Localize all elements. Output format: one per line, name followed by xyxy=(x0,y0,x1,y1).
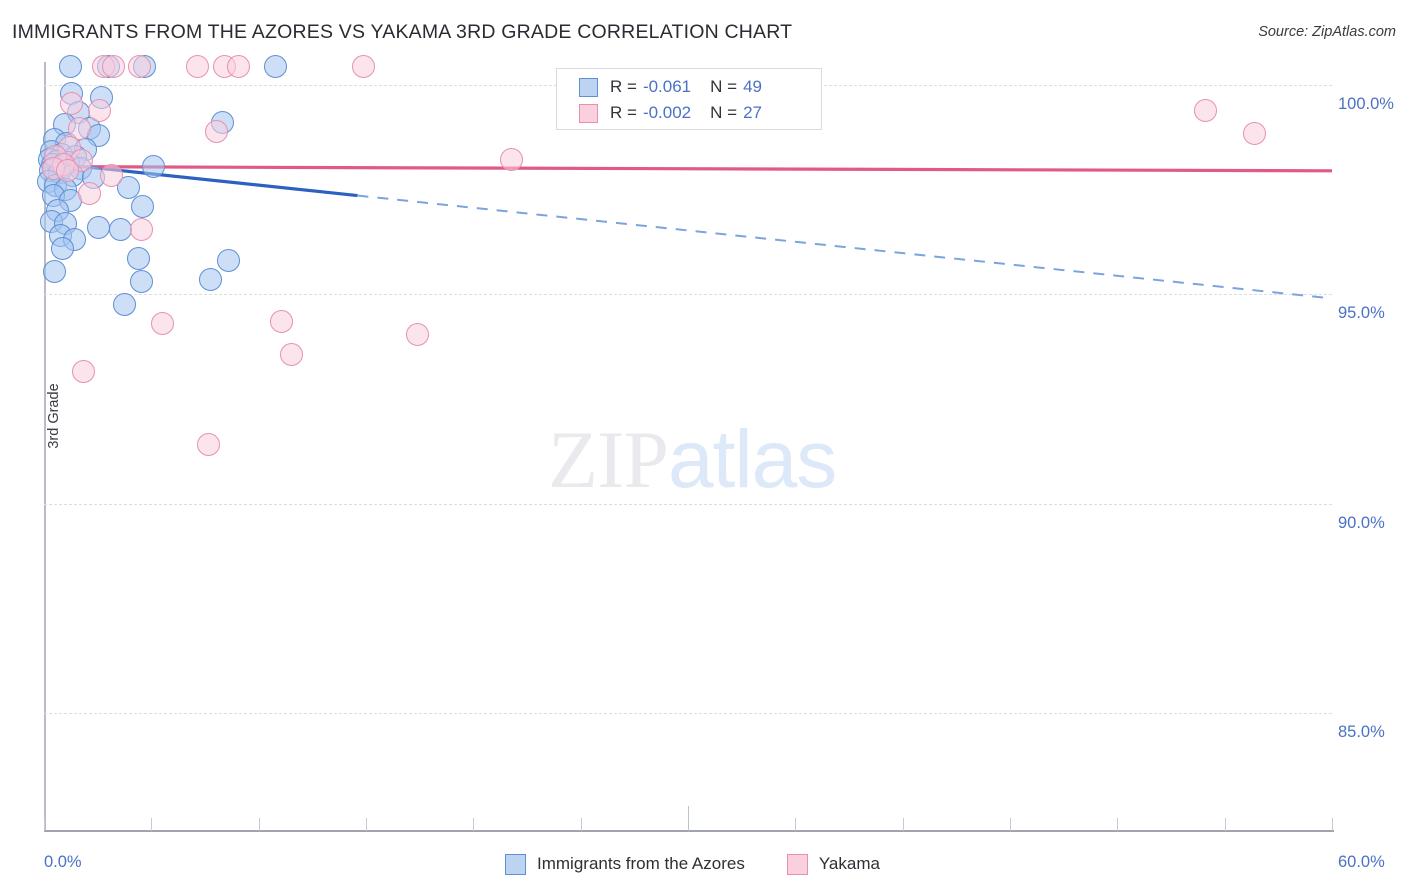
data-point-yakama[interactable] xyxy=(128,54,152,78)
data-point-yakama[interactable] xyxy=(280,343,304,367)
stats-swatch-azores xyxy=(579,77,598,97)
stats-r-value-yakama: -0.002 xyxy=(642,103,692,122)
stats-n-key-azores: N = xyxy=(710,77,738,96)
data-point-yakama[interactable] xyxy=(102,54,126,78)
source-label: Source: ZipAtlas.com xyxy=(1258,24,1396,40)
stats-swatch-yakama xyxy=(579,103,598,123)
data-point-yakama[interactable] xyxy=(196,433,220,457)
legend-swatch-yakama xyxy=(786,853,808,875)
data-point-yakama[interactable] xyxy=(88,98,112,122)
page-title: IMMIGRANTS FROM THE AZORES VS YAKAMA 3RD… xyxy=(12,21,793,43)
stats-n-value-yakama: 27 xyxy=(743,103,762,122)
y-axis-tick-label: 95.0% xyxy=(1338,304,1385,323)
data-point-yakama[interactable] xyxy=(406,322,430,346)
y-axis-tick-label: 100.0% xyxy=(1338,95,1394,114)
data-point-azores[interactable] xyxy=(117,176,141,200)
data-point-yakama[interactable] xyxy=(67,117,91,141)
data-point-yakama[interactable] xyxy=(1193,98,1217,122)
data-point-yakama[interactable] xyxy=(269,309,293,333)
legend-item-azores[interactable]: Immigrants from the Azores xyxy=(505,853,745,875)
legend-label-azores: Immigrants from the Azores xyxy=(537,854,745,873)
x-axis-tick xyxy=(795,818,797,831)
data-point-yakama[interactable] xyxy=(150,312,174,336)
data-point-yakama[interactable] xyxy=(77,182,101,206)
data-point-azores[interactable] xyxy=(130,270,154,294)
data-point-azores[interactable] xyxy=(113,293,136,317)
legend-swatch-azores xyxy=(505,853,526,875)
stats-row-yakama: R = -0.002 N = 27 xyxy=(579,100,762,126)
data-point-yakama[interactable] xyxy=(500,148,524,172)
stats-n-value-azores: 49 xyxy=(743,77,762,96)
gridline-y xyxy=(44,503,1332,505)
stats-n-key-yakama: N = xyxy=(710,103,738,122)
data-point-yakama[interactable] xyxy=(56,159,80,183)
data-point-yakama[interactable] xyxy=(352,54,376,78)
x-axis-tick xyxy=(1332,818,1333,831)
y-axis-tick-label: 85.0% xyxy=(1338,722,1385,741)
correlation-stats-box: R = -0.061 N = 49 R = -0.002 N = 27 xyxy=(556,68,822,130)
data-point-yakama[interactable] xyxy=(130,217,154,241)
x-axis-tick xyxy=(1010,818,1011,831)
data-point-azores[interactable] xyxy=(108,217,132,241)
gridline-y xyxy=(44,712,1332,714)
x-axis-tick xyxy=(580,818,582,831)
data-point-yakama[interactable] xyxy=(205,119,229,143)
x-axis-line xyxy=(44,830,1334,832)
data-point-azores[interactable] xyxy=(264,54,288,78)
data-point-azores[interactable] xyxy=(58,54,82,78)
x-axis-tick xyxy=(688,806,689,831)
stats-r-key-azores: R = xyxy=(610,77,637,96)
x-axis-tick xyxy=(366,818,367,831)
x-axis-tick xyxy=(1117,818,1119,831)
data-point-azores[interactable] xyxy=(43,259,67,283)
x-axis-tick xyxy=(902,818,904,831)
legend-item-yakama[interactable]: Yakama xyxy=(786,853,880,875)
data-point-yakama[interactable] xyxy=(100,163,124,187)
scatter-points-layer xyxy=(36,54,1332,830)
x-axis-tick xyxy=(44,818,45,831)
stats-r-value-azores: -0.061 xyxy=(642,77,692,96)
stats-row-azores: R = -0.061 N = 49 xyxy=(579,74,762,100)
x-axis-tick xyxy=(258,818,260,831)
x-axis-tick xyxy=(151,818,153,831)
y-axis-tick-label: 90.0% xyxy=(1338,513,1385,532)
x-axis-tick xyxy=(473,818,475,831)
data-point-azores[interactable] xyxy=(141,155,165,179)
data-point-azores[interactable] xyxy=(126,247,150,271)
data-point-yakama[interactable] xyxy=(60,92,84,116)
stats-r-key-yakama: R = xyxy=(610,103,637,122)
data-point-azores[interactable] xyxy=(50,236,74,260)
y-axis-line xyxy=(44,62,46,831)
data-point-yakama[interactable] xyxy=(185,54,209,78)
legend-label-yakama: Yakama xyxy=(818,854,880,873)
data-point-yakama[interactable] xyxy=(226,54,250,78)
data-point-azores[interactable] xyxy=(87,215,111,239)
x-axis-max-label: 60.0% xyxy=(1338,853,1385,871)
data-point-yakama[interactable] xyxy=(72,360,96,384)
x-axis-min-label: 0.0% xyxy=(44,853,82,871)
data-point-azores[interactable] xyxy=(217,249,241,273)
data-point-azores[interactable] xyxy=(198,268,222,292)
data-point-yakama[interactable] xyxy=(1243,121,1267,145)
series-legend: Immigrants from the Azores Yakama xyxy=(505,851,922,877)
x-axis-tick xyxy=(1224,818,1226,831)
data-point-azores[interactable] xyxy=(131,194,155,218)
